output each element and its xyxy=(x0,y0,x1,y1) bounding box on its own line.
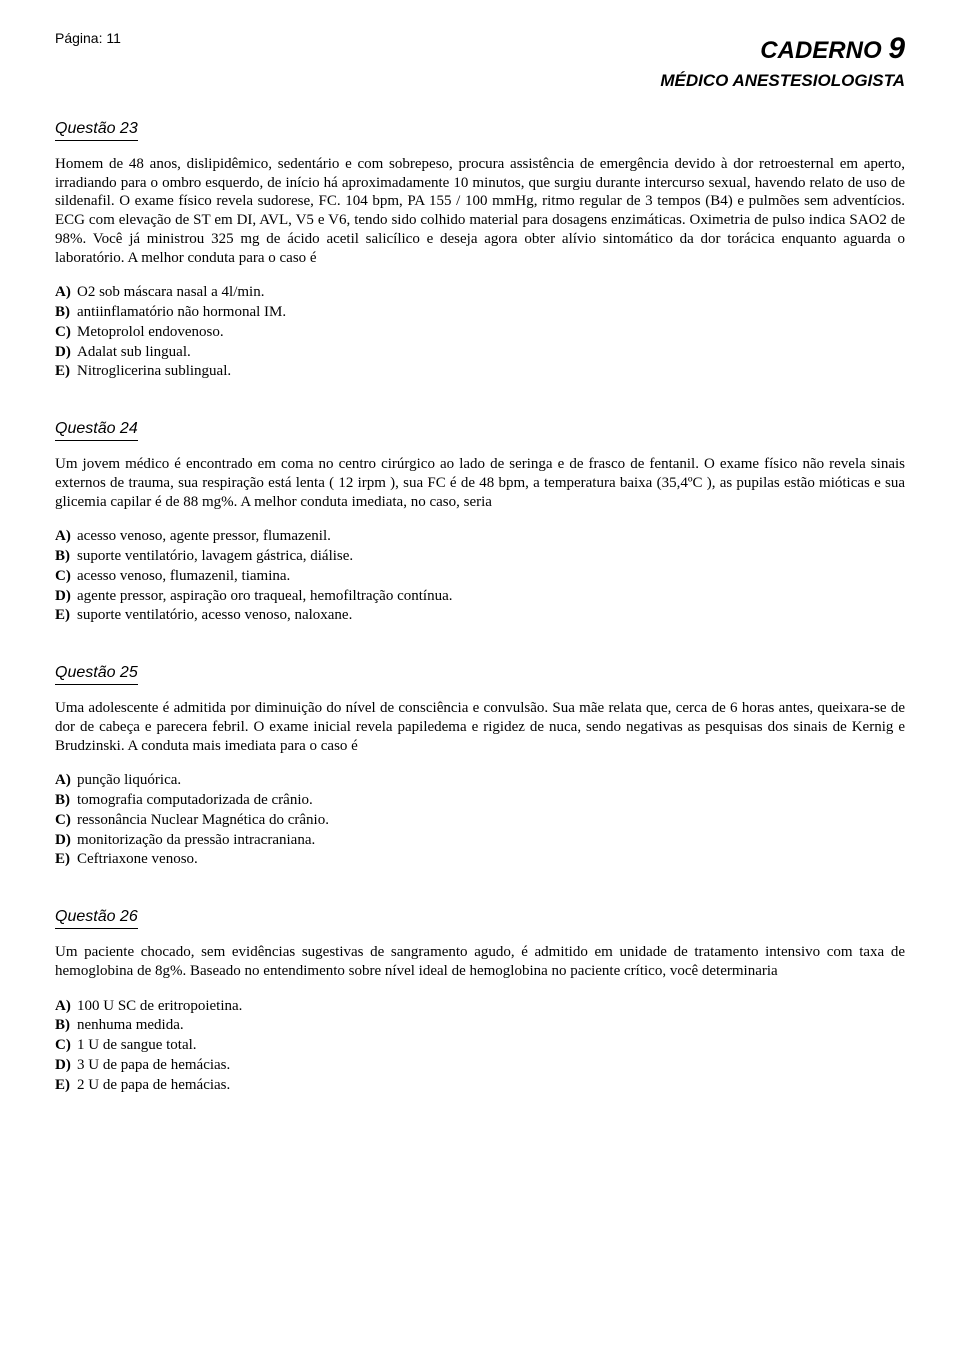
option-text: Ceftriaxone venoso. xyxy=(77,850,198,869)
question-block: Questão 26 Um paciente chocado, sem evidê… xyxy=(55,907,905,1094)
options-list: A)acesso venoso, agente pressor, flumaze… xyxy=(55,527,905,625)
option-text: O2 sob máscara nasal a 4l/min. xyxy=(77,283,264,302)
option-letter: D) xyxy=(55,1056,77,1075)
question-title: Questão 23 xyxy=(55,119,138,141)
option-letter: A) xyxy=(55,997,77,1016)
question-block: Questão 25 Uma adolescente é admitida por… xyxy=(55,663,905,869)
option-letter: B) xyxy=(55,547,77,566)
option-text: Nitroglicerina sublingual. xyxy=(77,362,231,381)
caderno-word: CADERNO xyxy=(760,37,881,64)
option-text: ressonância Nuclear Magnética do crânio. xyxy=(77,811,329,830)
option-row: C)ressonância Nuclear Magnética do crâni… xyxy=(55,811,905,830)
option-letter: E) xyxy=(55,850,77,869)
option-row: E)suporte ventilatório, acesso venoso, n… xyxy=(55,606,905,625)
question-block: Questão 23 Homem de 48 anos, dislipidêmic… xyxy=(55,119,905,381)
option-row: B)antiinflamatório não hormonal IM. xyxy=(55,303,905,322)
option-row: D)Adalat sub lingual. xyxy=(55,343,905,362)
option-letter: C) xyxy=(55,567,77,586)
option-row: D)3 U de papa de hemácias. xyxy=(55,1056,905,1075)
option-text: 2 U de papa de hemácias. xyxy=(77,1076,230,1095)
option-row: E)Ceftriaxone venoso. xyxy=(55,850,905,869)
option-text: 3 U de papa de hemácias. xyxy=(77,1056,230,1075)
option-letter: D) xyxy=(55,831,77,850)
option-text: suporte ventilatório, acesso venoso, nal… xyxy=(77,606,352,625)
option-text: tomografia computadorizada de crânio. xyxy=(77,791,313,810)
option-row: B)suporte ventilatório, lavagem gástrica… xyxy=(55,547,905,566)
option-text: 100 U SC de eritropoietina. xyxy=(77,997,242,1016)
option-letter: E) xyxy=(55,362,77,381)
option-text: Adalat sub lingual. xyxy=(77,343,191,362)
option-row: C)acesso venoso, flumazenil, tiamina. xyxy=(55,567,905,586)
option-text: acesso venoso, agente pressor, flumazeni… xyxy=(77,527,331,546)
options-list: A)O2 sob máscara nasal a 4l/min.B)antiin… xyxy=(55,283,905,381)
option-letter: C) xyxy=(55,811,77,830)
option-row: B)nenhuma medida. xyxy=(55,1016,905,1035)
option-row: E)Nitroglicerina sublingual. xyxy=(55,362,905,381)
exam-subtitle: MÉDICO ANESTESIOLOGISTA xyxy=(55,70,905,91)
question-title: Questão 25 xyxy=(55,663,138,685)
option-letter: B) xyxy=(55,303,77,322)
question-text: Um jovem médico é encontrado em coma no … xyxy=(55,455,905,511)
option-text: antiinflamatório não hormonal IM. xyxy=(77,303,286,322)
option-letter: B) xyxy=(55,791,77,810)
option-row: C)Metoprolol endovenoso. xyxy=(55,323,905,342)
option-text: Metoprolol endovenoso. xyxy=(77,323,224,342)
question-title: Questão 26 xyxy=(55,907,138,929)
option-letter: E) xyxy=(55,1076,77,1095)
option-row: A)acesso venoso, agente pressor, flumaze… xyxy=(55,527,905,546)
question-text: Um paciente chocado, sem evidências suge… xyxy=(55,943,905,981)
options-list: A)punção liquórica.B)tomografia computad… xyxy=(55,771,905,869)
caderno-number: 9 xyxy=(888,32,905,65)
question-block: Questão 24 Um jovem médico é encontrado e… xyxy=(55,419,905,625)
question-title: Questão 24 xyxy=(55,419,138,441)
question-text: Homem de 48 anos, dislipidêmico, sedentá… xyxy=(55,155,905,268)
options-list: A)100 U SC de eritropoietina.B)nenhuma m… xyxy=(55,997,905,1095)
option-letter: C) xyxy=(55,1036,77,1055)
option-letter: A) xyxy=(55,771,77,790)
option-text: 1 U de sangue total. xyxy=(77,1036,197,1055)
option-letter: D) xyxy=(55,587,77,606)
option-row: D)agente pressor, aspiração oro traqueal… xyxy=(55,587,905,606)
option-row: B)tomografia computadorizada de crânio. xyxy=(55,791,905,810)
option-row: E)2 U de papa de hemácias. xyxy=(55,1076,905,1095)
caderno-title: CADERNO 9 xyxy=(760,30,905,68)
option-text: monitorização da pressão intracraniana. xyxy=(77,831,315,850)
option-row: D)monitorização da pressão intracraniana… xyxy=(55,831,905,850)
option-row: A)O2 sob máscara nasal a 4l/min. xyxy=(55,283,905,302)
option-letter: E) xyxy=(55,606,77,625)
option-text: agente pressor, aspiração oro traqueal, … xyxy=(77,587,452,606)
option-letter: A) xyxy=(55,283,77,302)
option-row: C)1 U de sangue total. xyxy=(55,1036,905,1055)
option-text: nenhuma medida. xyxy=(77,1016,184,1035)
option-row: A)punção liquórica. xyxy=(55,771,905,790)
page-number-label: Página: 11 xyxy=(55,30,121,48)
option-text: acesso venoso, flumazenil, tiamina. xyxy=(77,567,290,586)
option-row: A)100 U SC de eritropoietina. xyxy=(55,997,905,1016)
option-letter: A) xyxy=(55,527,77,546)
option-text: suporte ventilatório, lavagem gástrica, … xyxy=(77,547,353,566)
option-letter: C) xyxy=(55,323,77,342)
option-letter: D) xyxy=(55,343,77,362)
option-text: punção liquórica. xyxy=(77,771,181,790)
option-letter: B) xyxy=(55,1016,77,1035)
question-text: Uma adolescente é admitida por diminuiçã… xyxy=(55,699,905,755)
